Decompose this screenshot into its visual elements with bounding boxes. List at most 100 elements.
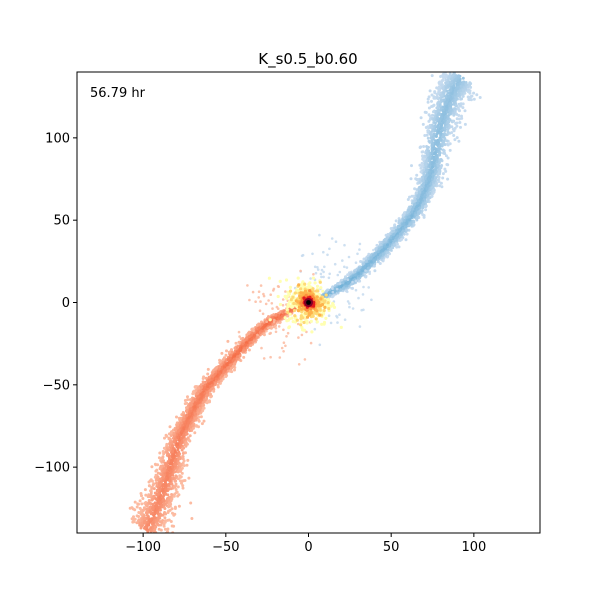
particle — [424, 163, 427, 167]
halo-particle — [367, 286, 371, 289]
particle — [436, 164, 440, 168]
particle — [417, 195, 420, 198]
particle — [453, 126, 457, 130]
particle — [339, 288, 343, 292]
particle — [455, 124, 459, 128]
particle — [185, 406, 188, 410]
particle — [446, 94, 450, 98]
particle — [369, 256, 373, 260]
particle — [245, 336, 248, 340]
particle — [133, 500, 137, 504]
particle — [432, 146, 436, 150]
particle — [229, 363, 233, 367]
particle — [434, 166, 438, 170]
particle — [438, 184, 442, 188]
particle — [452, 134, 456, 137]
halo-particle — [316, 266, 319, 269]
halo-particle — [328, 272, 332, 276]
halo-particle — [347, 255, 351, 259]
particle — [431, 129, 434, 133]
particle — [460, 91, 464, 95]
halo-particle — [319, 272, 323, 276]
particle — [425, 133, 429, 137]
particle — [430, 151, 434, 155]
particle — [425, 151, 429, 155]
particle — [213, 382, 217, 386]
particle — [426, 184, 430, 188]
particle — [165, 442, 169, 446]
particle — [452, 129, 456, 133]
particle — [409, 177, 413, 181]
particle — [426, 136, 430, 140]
halo-particle — [331, 287, 334, 291]
particle — [426, 129, 430, 133]
particle — [394, 236, 398, 240]
particle — [456, 82, 460, 86]
particle — [247, 348, 251, 352]
particle — [164, 492, 168, 496]
particle — [428, 89, 432, 93]
particle — [435, 86, 439, 90]
particle — [442, 111, 446, 115]
halo-particle — [334, 240, 338, 243]
particle — [174, 482, 178, 486]
particle — [424, 160, 428, 164]
halo-particle — [348, 305, 351, 309]
particle — [414, 191, 418, 195]
particle — [464, 83, 468, 87]
halo-particle — [329, 321, 333, 325]
particle — [182, 446, 186, 450]
halo-particle — [326, 253, 329, 257]
particle — [415, 201, 419, 205]
particle — [189, 501, 193, 505]
particle — [228, 360, 232, 364]
particle — [460, 114, 463, 118]
particle — [457, 85, 460, 89]
halo-particle — [322, 275, 325, 279]
halo-particle — [361, 293, 365, 296]
particle — [193, 431, 197, 435]
halo-particle — [338, 270, 342, 274]
particle — [142, 506, 146, 510]
particle — [426, 125, 430, 129]
particle — [441, 176, 445, 180]
halo-particle — [360, 308, 364, 312]
particle — [461, 102, 465, 106]
particle — [424, 208, 428, 212]
halo-particle — [354, 288, 358, 292]
particle — [397, 221, 401, 225]
particle — [439, 115, 443, 119]
particle — [398, 224, 402, 228]
halo-particle — [318, 233, 321, 237]
particle — [472, 91, 476, 95]
particle — [143, 488, 147, 492]
particle — [453, 79, 457, 83]
particle — [386, 243, 389, 247]
halo-particle — [332, 293, 336, 297]
particle — [402, 213, 406, 217]
particle — [174, 470, 177, 474]
particle — [478, 96, 482, 99]
particle — [440, 164, 444, 167]
particle — [454, 122, 458, 126]
particle — [467, 88, 470, 92]
particle — [421, 179, 425, 183]
particle — [163, 516, 167, 520]
particle — [374, 247, 378, 250]
particle — [150, 479, 154, 483]
particle — [161, 495, 165, 499]
particle — [424, 111, 428, 114]
particle — [461, 106, 465, 110]
particle — [378, 262, 382, 265]
halo-particle — [313, 327, 317, 331]
particle — [419, 198, 423, 201]
particle — [174, 474, 178, 478]
particle — [377, 247, 381, 251]
particle — [463, 122, 467, 126]
particle — [405, 228, 409, 232]
particle — [412, 199, 415, 203]
halo-particle — [318, 343, 322, 347]
particle — [418, 180, 422, 184]
particle — [461, 82, 465, 86]
particle — [458, 121, 462, 124]
